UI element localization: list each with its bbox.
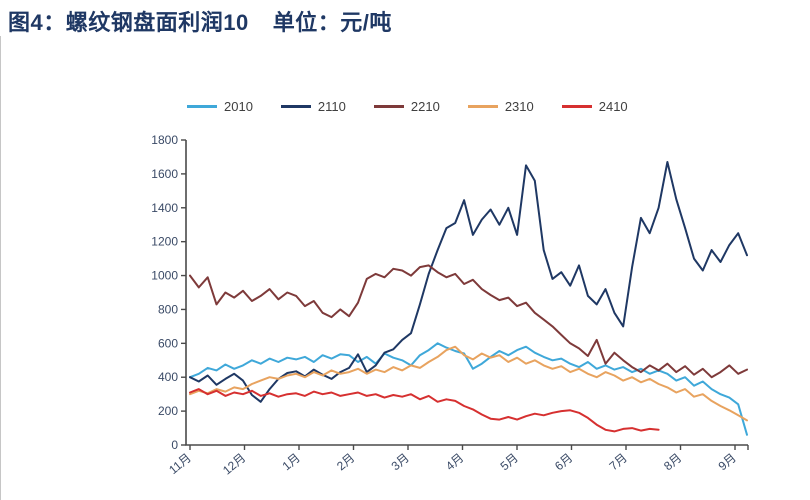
legend-swatch-2010 (187, 105, 217, 108)
legend-item-2010: 2010 (187, 99, 253, 114)
series-line-2010 (189, 342, 748, 436)
y-tick-label: 200 (158, 404, 178, 418)
legend-swatch-2110 (280, 105, 311, 108)
figure-unit: 单位：元/吨 (272, 10, 392, 35)
x-tick-label: 6月 (552, 451, 575, 474)
x-tick-label: 12月 (220, 451, 248, 478)
series-line-2210 (189, 264, 748, 379)
y-tick-label: 1200 (151, 235, 178, 249)
legend-item-2110: 2110 (280, 99, 346, 114)
y-tick-label: 1600 (151, 167, 178, 181)
x-tick-label: 7月 (607, 451, 630, 474)
x-tick-label: 2月 (334, 451, 357, 474)
y-tick-label: 1000 (151, 269, 178, 283)
legend-item-2310: 2310 (467, 99, 534, 114)
x-tick-label: 1月 (280, 451, 303, 474)
legend-item-2210: 2210 (373, 99, 440, 114)
x-tick-label: 9月 (716, 451, 739, 474)
chart-legend: 2010 2110 2210 2310 2410 (187, 99, 628, 114)
y-tick-label: 0 (171, 438, 178, 452)
x-tick-label: 4月 (443, 451, 466, 474)
legend-label-2210: 2210 (410, 99, 440, 114)
series-line-2110 (189, 161, 748, 403)
y-tick-label: 600 (158, 336, 178, 350)
legend-label-2110: 2110 (317, 99, 346, 114)
legend-swatch-2310 (467, 105, 498, 108)
figure-title-bar: 图4：螺纹钢盘面利润10 单位：元/吨 (8, 5, 392, 37)
x-tick-label: 3月 (389, 451, 412, 474)
legend-item-2410: 2410 (561, 99, 628, 114)
series-line-2310 (189, 345, 748, 422)
x-tick-label: 8月 (661, 451, 684, 474)
legend-label-2410: 2410 (598, 99, 628, 114)
legend-swatch-2410 (561, 105, 592, 108)
y-tick-label: 400 (158, 370, 178, 384)
legend-label-2310: 2310 (504, 99, 534, 114)
series-line-2410 (189, 388, 660, 433)
y-tick-label: 1800 (151, 133, 178, 147)
y-tick-label: 1400 (151, 201, 178, 215)
x-tick-label: 5月 (498, 451, 521, 474)
legend-swatch-2210 (373, 105, 404, 108)
y-tick-label: 800 (158, 302, 178, 316)
legend-label-2010: 2010 (224, 99, 253, 114)
panel-left-border (0, 36, 1, 500)
figure-title: 图4：螺纹钢盘面利润10 (8, 10, 249, 35)
x-tick-label: 11月 (166, 451, 194, 477)
